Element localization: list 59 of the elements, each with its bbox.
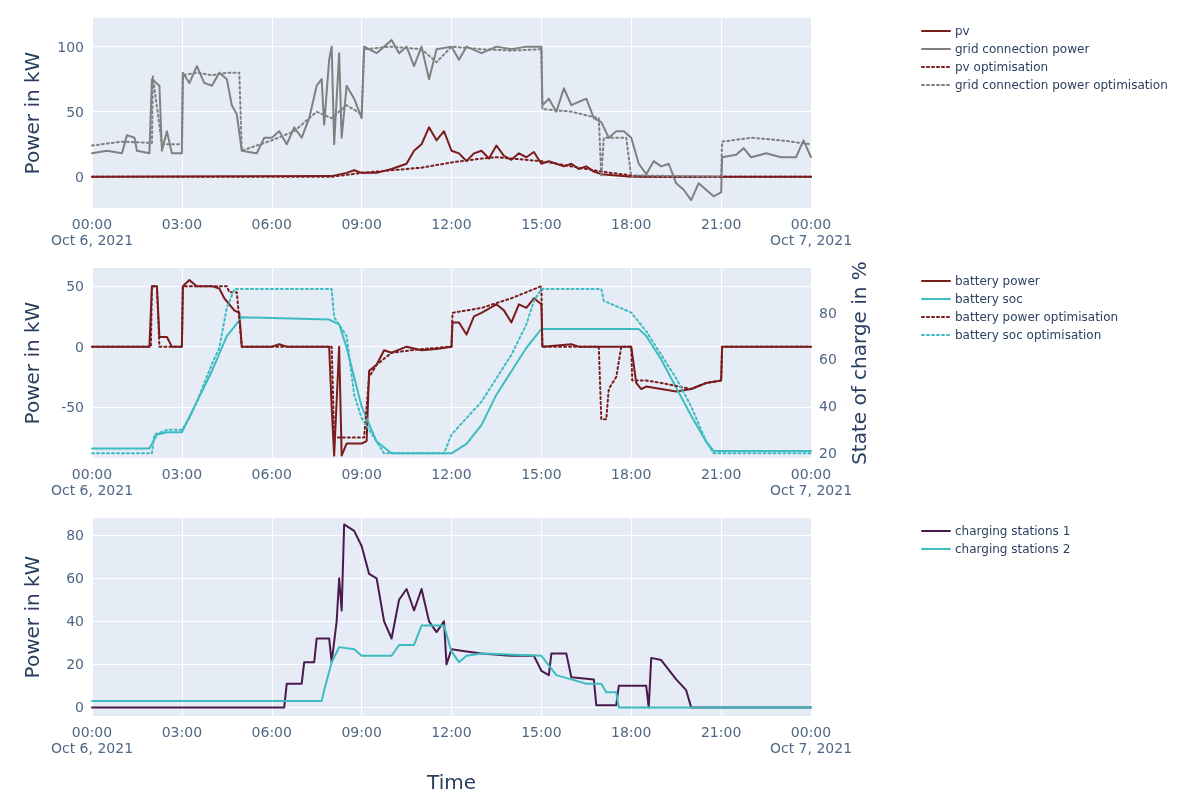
- legend-label: grid connection power optimisation: [955, 78, 1168, 92]
- y-tick-label: 80: [66, 527, 84, 544]
- y-tick-label: 0: [75, 338, 84, 355]
- x-tick-label: 06:00: [251, 724, 292, 740]
- y2-tick-label: 40: [819, 398, 837, 415]
- x-tick-label: 09:00: [341, 724, 382, 740]
- x-tick-label: 03:00: [161, 466, 203, 482]
- x-tick-label: 09:00: [341, 216, 382, 232]
- line-series: [91, 624, 812, 709]
- x-tick-label: 09:00: [341, 466, 382, 482]
- x-tick-label: 12:00: [431, 724, 472, 740]
- x-tick-label: 18:00: [611, 466, 652, 482]
- y-axis-title: Power in kW: [20, 301, 44, 425]
- x-tick-label: 00:00 Oct 6, 2021: [50, 724, 134, 756]
- legend-label: battery power: [955, 274, 1040, 288]
- x-tick-label: 12:00: [431, 216, 472, 232]
- x-axis-title: Time: [426, 770, 476, 794]
- legend-label: pv: [955, 24, 970, 38]
- x-tick-label: 00:00 Oct 7, 2021: [769, 216, 853, 248]
- x-tick-label: 06:00: [251, 216, 292, 232]
- x-tick-label: 18:00: [611, 216, 652, 232]
- x-tick-label: 06:00: [251, 466, 292, 482]
- x-tick-label: 21:00: [700, 216, 742, 232]
- x-tick-label: 12:00: [431, 466, 472, 482]
- legend-label: grid connection power: [955, 42, 1090, 56]
- y-tick-label: 50: [66, 103, 84, 120]
- x-tick-label: 21:00: [700, 466, 742, 482]
- y2-tick-label: 20: [819, 445, 837, 462]
- y-tick-label: 0: [75, 168, 84, 185]
- y-tick-label: -50: [61, 399, 84, 416]
- legend-label: charging stations 2: [955, 542, 1071, 556]
- y-tick-label: 50: [66, 278, 84, 295]
- y-tick-label: 60: [66, 570, 84, 587]
- y2-tick-label: 60: [819, 351, 837, 368]
- y-tick-label: 40: [66, 613, 84, 630]
- legend-label: pv optimisation: [955, 60, 1049, 74]
- x-tick-label: 18:00: [611, 724, 652, 740]
- line-series: [91, 39, 812, 202]
- y-axis-title: Power in kW: [20, 555, 44, 679]
- y-axis-title: Power in kW: [20, 51, 44, 175]
- y2-axis-title: State of charge in %: [847, 261, 871, 465]
- legend-label: charging stations 1: [955, 524, 1071, 538]
- x-tick-label: 00:00 Oct 6, 2021: [50, 216, 134, 248]
- x-tick-label: 00:00 Oct 7, 2021: [769, 466, 853, 498]
- y-tick-label: 0: [75, 699, 84, 716]
- x-tick-label: 00:00 Oct 7, 2021: [769, 724, 853, 756]
- x-tick-label: 15:00: [521, 724, 562, 740]
- y2-tick-label: 80: [819, 304, 837, 321]
- y-tick-label: 20: [66, 656, 84, 673]
- x-tick-label: 03:00: [161, 216, 203, 232]
- x-tick-label: 15:00: [521, 216, 562, 232]
- legend-label: battery soc: [955, 292, 1023, 306]
- x-tick-label: 15:00: [521, 466, 562, 482]
- y-tick-label: 100: [57, 38, 84, 55]
- legend-label: battery soc optimisation: [955, 328, 1102, 342]
- x-tick-label: 00:00 Oct 6, 2021: [50, 466, 134, 498]
- legend-label: battery power optimisation: [955, 310, 1119, 324]
- x-tick-label: 03:00: [161, 724, 203, 740]
- x-tick-label: 21:00: [700, 724, 742, 740]
